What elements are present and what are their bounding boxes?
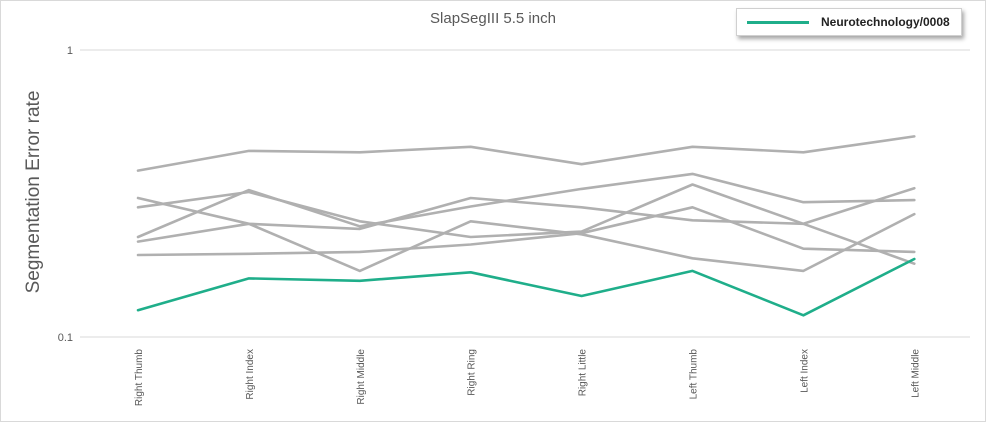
series-line-2 — [136, 186, 916, 231]
x-tick-label: Right Middle — [356, 349, 367, 405]
x-tick-label: Left Thumb — [689, 349, 700, 400]
series-line-6 — [136, 206, 916, 257]
x-tick-label: Right Ring — [467, 349, 478, 396]
y-tick-label: 1 — [67, 45, 73, 57]
series-line-4 — [136, 172, 916, 239]
y-tick-label: 0.1 — [58, 332, 73, 344]
x-tick-label: Right Index — [245, 349, 256, 400]
legend-label: Neurotechnology/0008 — [821, 15, 950, 29]
series-line-5 — [136, 212, 916, 273]
chart-title: SlapSegIII 5.5 inch — [430, 10, 556, 27]
x-tick-label: Right Thumb — [134, 349, 145, 407]
x-tick-label: Left Middle — [910, 349, 921, 398]
legend: Neurotechnology/0008 — [736, 8, 962, 36]
legend-swatch — [747, 21, 809, 24]
series-line-1 — [136, 135, 916, 172]
series-line-neurotechnology — [136, 257, 916, 317]
x-tick-label: Left Index — [799, 349, 810, 393]
x-tick-label: Right Little — [578, 349, 589, 397]
